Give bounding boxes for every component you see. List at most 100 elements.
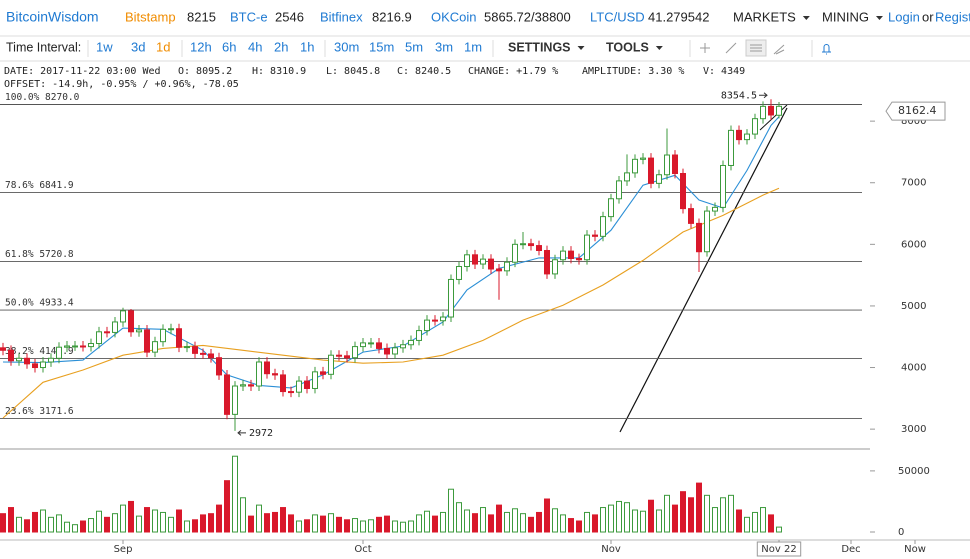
candle-body — [240, 384, 246, 387]
exchange-name[interactable]: Bitfinex — [320, 9, 363, 24]
interval-button[interactable]: 3d — [131, 39, 145, 54]
candle-body — [304, 380, 310, 389]
volume-bar — [336, 516, 342, 533]
candle-body — [56, 346, 62, 359]
x-tick-label: Now — [904, 544, 926, 555]
info-item: V: 4349 — [703, 66, 745, 77]
volume-bar — [600, 507, 606, 533]
volume-bar — [200, 514, 206, 533]
exchange-name[interactable]: OKCoin — [431, 9, 477, 24]
exchange-name[interactable]: LTC/USD — [590, 9, 645, 24]
candle-body — [456, 266, 462, 280]
volume-bar — [736, 509, 742, 533]
candle-body — [504, 261, 510, 272]
offset-info: OFFSET: -14.9h, -0.95% / +0.96%, -78.05 — [4, 79, 239, 90]
volume-bar — [360, 520, 366, 533]
candle-body — [328, 354, 334, 375]
candle-body — [112, 321, 118, 333]
volume-bar — [96, 510, 102, 533]
volume-bar — [104, 516, 110, 533]
interval-button[interactable]: 1d — [156, 39, 170, 54]
candle-body — [480, 258, 486, 265]
toolbar-menu[interactable]: TOOLS — [606, 40, 649, 54]
candle-body — [104, 331, 110, 334]
interval-button[interactable]: 12h — [190, 39, 212, 54]
fib-label: 23.6% 3171.6 — [5, 406, 74, 417]
interval-button[interactable]: 5m — [405, 39, 423, 54]
volume-bar — [328, 513, 334, 533]
volume-bar — [48, 516, 54, 533]
candle-body — [712, 206, 718, 212]
candle-body — [256, 361, 262, 387]
volume-bar — [664, 494, 670, 533]
interval-button[interactable]: 2h — [274, 39, 288, 54]
interval-button[interactable]: 4h — [248, 39, 262, 54]
volume-bar — [608, 504, 614, 533]
fib-icon[interactable] — [773, 44, 785, 55]
candle-body — [184, 346, 190, 349]
interval-button[interactable]: 30m — [334, 39, 359, 54]
line-icon[interactable] — [725, 42, 737, 54]
interval-button[interactable]: 1w — [96, 39, 113, 54]
dropdown-arrow — [802, 16, 810, 20]
volume-bar — [184, 520, 190, 533]
candle-body — [632, 158, 638, 174]
candle-body — [312, 371, 318, 389]
candle-body — [424, 319, 430, 332]
candle-body — [288, 391, 294, 394]
interval-button[interactable]: 1m — [464, 39, 482, 54]
volume-bar — [592, 514, 598, 533]
candle-body — [520, 243, 526, 246]
candle-body — [192, 346, 198, 354]
volume-bar — [704, 494, 710, 533]
volume-bar — [776, 526, 782, 533]
volume-bar — [8, 507, 14, 533]
volume-bar — [464, 509, 470, 533]
candle-body — [264, 361, 270, 375]
menu[interactable]: MINING — [822, 9, 869, 24]
interval-button[interactable]: 15m — [369, 39, 394, 54]
candle-body — [536, 245, 542, 251]
candle-body — [592, 234, 598, 237]
candle-body — [648, 157, 654, 184]
volume-bar — [88, 518, 94, 533]
exchange-name[interactable]: Bitstamp — [125, 9, 176, 24]
exchange-name[interactable]: BTC-e — [230, 9, 268, 24]
volume-bar — [376, 516, 382, 533]
volume-bar — [0, 513, 6, 533]
candle-body — [688, 208, 694, 224]
candle-body — [160, 328, 166, 343]
volume-bar — [760, 507, 766, 533]
menu[interactable]: MARKETS — [733, 9, 796, 24]
volume-tick-label: 50000 — [898, 466, 930, 477]
logo[interactable]: BitcoinWisdom — [6, 9, 99, 25]
volume-bar — [552, 508, 558, 533]
volume-bar — [56, 514, 62, 533]
toolbar-menu[interactable]: SETTINGS — [508, 40, 571, 54]
alert-icon[interactable] — [822, 44, 831, 55]
candle-body — [528, 243, 534, 247]
interval-button[interactable]: 3m — [435, 39, 453, 54]
info-item: CHANGE: +1.79 % — [468, 66, 558, 77]
hlines-icon — [750, 44, 762, 52]
login-link[interactable]: Login — [888, 9, 920, 24]
candle-body — [176, 328, 182, 348]
candle-body — [144, 329, 150, 353]
volume-bar — [560, 514, 566, 533]
y-tick-label: 3000 — [901, 424, 926, 435]
interval-button[interactable]: 1h — [300, 39, 314, 54]
candle-body — [320, 371, 326, 375]
volume-bar — [288, 514, 294, 533]
interval-label: Time Interval: — [6, 40, 81, 54]
crosshair-icon[interactable] — [700, 43, 710, 53]
volume-bar — [720, 497, 726, 533]
volume-bar — [344, 519, 350, 533]
register-link[interactable]: Register — [935, 9, 970, 24]
volume-bar — [160, 511, 166, 533]
volume-bar — [120, 504, 126, 533]
interval-button[interactable]: 6h — [222, 39, 236, 54]
candle-body — [752, 118, 758, 135]
candle-body — [0, 347, 6, 351]
dropdown-arrow — [577, 46, 585, 50]
candle-body — [760, 105, 766, 120]
